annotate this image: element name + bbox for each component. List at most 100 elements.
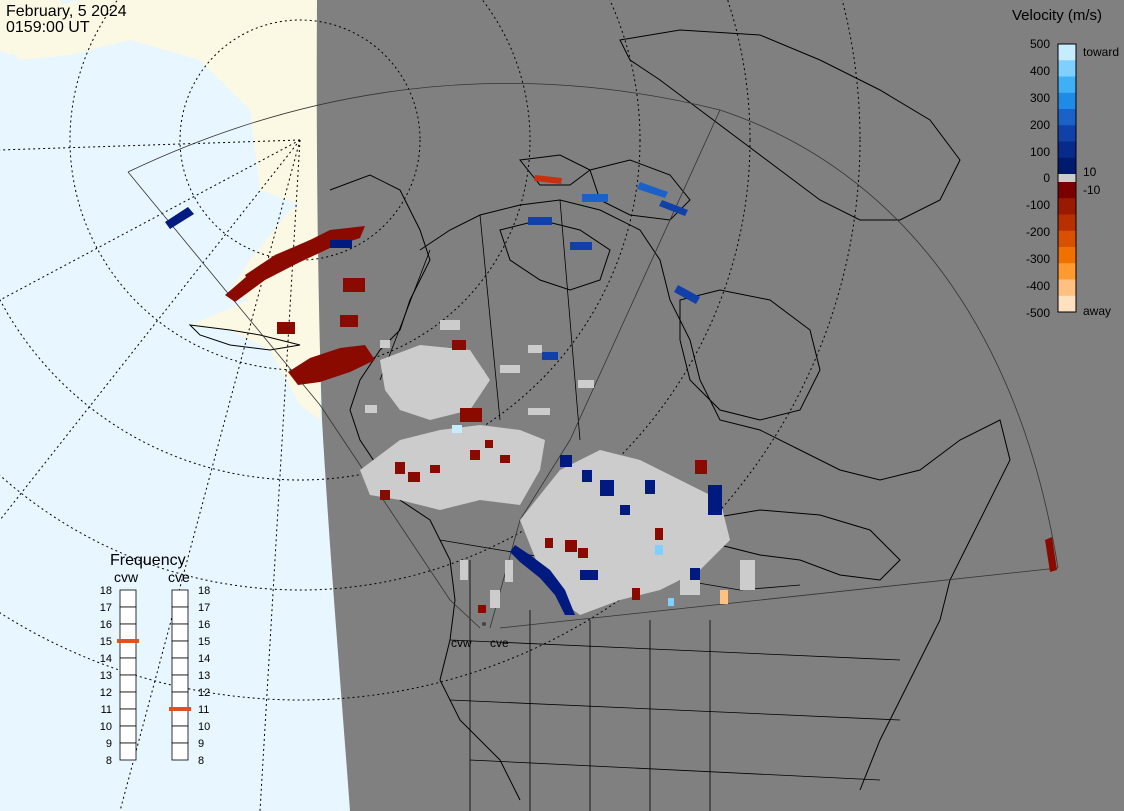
frequency-scale-label: 8 (198, 755, 204, 767)
frequency-cell (171, 589, 189, 608)
frequency-scale-label: 17 (198, 602, 210, 614)
frequency-scale-label: 12 (198, 687, 210, 699)
radar-field-of-view (127, 83, 1059, 629)
velocity-bar-toward-segment (1058, 125, 1076, 142)
velocity-tick-label: -400 (1026, 279, 1050, 293)
frequency-radar-label-cve: cve (168, 569, 190, 585)
frequency-cell (171, 640, 189, 659)
frequency-cell (171, 657, 189, 676)
velocity-bar-toward-segment (1058, 44, 1076, 61)
date-label: February, 5 2024 (6, 3, 127, 20)
velocity-tick-label: -300 (1026, 252, 1050, 266)
frequency-cell (119, 623, 137, 642)
frequency-cell (119, 589, 137, 608)
frequency-scale-label: 12 (100, 687, 112, 699)
night-region (316, 0, 1124, 811)
velocity-tick-label: 200 (1030, 118, 1050, 132)
velocity-bar-away-segment (1058, 295, 1076, 313)
velocity-tick-label: 500 (1030, 37, 1050, 51)
site-marker (482, 622, 486, 626)
frequency-cell (171, 606, 189, 625)
velocity-bar-toward-segment (1058, 92, 1076, 110)
frequency-cell (119, 691, 137, 710)
frequency-scale-label: 13 (100, 670, 112, 682)
toward-velocity-cells (165, 182, 722, 615)
velocity-bar-frame (1057, 43, 1077, 313)
ground-scatter-cells (360, 320, 755, 615)
velocity-tick-label: 10 (1083, 165, 1097, 179)
velocity-legend: Velocity (m/s) 500400300200100100-10-100… (1012, 7, 1119, 320)
velocity-tick-label: 400 (1030, 64, 1050, 78)
velocity-legend-title: Velocity (m/s) (1012, 7, 1102, 24)
coastlines (188, 29, 1011, 801)
frequency-cell (119, 725, 137, 744)
frequency-scale-label: 9 (198, 738, 204, 750)
away-strong-cells (534, 175, 562, 184)
magnetic-grid (0, 0, 861, 811)
frequency-cell (171, 674, 189, 693)
velocity-bar-toward-segment (1058, 157, 1076, 175)
frequency-scale-label: 13 (198, 670, 210, 682)
frequency-scale-label: 18 (100, 585, 112, 597)
velocity-bar-zero-segment (1058, 174, 1076, 182)
velocity-color-bar (1057, 43, 1077, 313)
time-label: 0159:00 UT (6, 19, 90, 36)
velocity-bar-toward-segment (1058, 76, 1076, 94)
frequency-scale-label: 10 (100, 721, 112, 733)
velocity-bar-away-segment (1058, 263, 1076, 280)
frequency-scale-label: 11 (198, 704, 209, 716)
velocity-tick-label: 100 (1030, 145, 1050, 159)
frequency-scale-label: 18 (198, 585, 210, 597)
velocity-tick-label: -500 (1026, 306, 1050, 320)
frequency-marker-cvw (117, 639, 139, 643)
frequency-scale-label: 17 (100, 602, 112, 614)
velocity-tick-label: -200 (1026, 225, 1050, 239)
frequency-cell (119, 640, 137, 659)
frequency-cell (119, 606, 137, 625)
frequency-cell (119, 674, 137, 693)
frequency-scale-label: 15 (198, 636, 210, 648)
frequency-scale-label: 14 (198, 653, 210, 665)
velocity-bar-away-segment (1058, 198, 1076, 215)
frequency-cell (171, 623, 189, 642)
velocity-bar-away-segment (1058, 247, 1076, 264)
land-day-chukotka (0, 0, 70, 55)
velocity-tick-labels: 500400300200100100-10-100-200-300-400-50… (1026, 37, 1101, 320)
frequency-cell (119, 657, 137, 676)
frequency-scale-label: 16 (198, 619, 210, 631)
velocity-bar-away-segment (1058, 279, 1076, 297)
velocity-bar-toward-segment (1058, 141, 1076, 159)
frequency-scale-label: 16 (100, 619, 112, 631)
velocity-tick-label: 300 (1030, 91, 1050, 105)
velocity-tick-label: -100 (1026, 198, 1050, 212)
velocity-bar-toward-segment (1058, 60, 1076, 77)
frequency-scale-label: 14 (100, 653, 112, 665)
frequency-cell (119, 742, 137, 761)
frequency-cell (119, 708, 137, 727)
frequency-columns: 18 17 16 15 14 13 12 11 10 9 8 18 17 16 15 14 13 12 11 10 9 8 (100, 585, 211, 767)
frequency-title: Frequency (110, 552, 186, 569)
site-label-cve: cve (490, 636, 509, 650)
frequency-marker-cve (169, 707, 191, 711)
frequency-cell (171, 708, 189, 727)
velocity-tick-label: -10 (1083, 183, 1101, 197)
velocity-bar-toward-segment (1058, 109, 1076, 126)
frequency-scale-label: 8 (106, 755, 112, 767)
frequency-scale-label: 11 (101, 704, 112, 716)
velocity-bar-away-segment (1058, 230, 1076, 248)
velocity-bar-away-segment (1058, 214, 1076, 232)
site-label-cvw: cvw (451, 636, 472, 650)
velocity-tick-label: 0 (1043, 171, 1050, 185)
away-weak-cell (720, 590, 728, 604)
frequency-scale-label: 10 (198, 721, 210, 733)
frequency-cell (171, 725, 189, 744)
frequency-cell (171, 691, 189, 710)
frequency-panel: Frequency cvw cve 1817161514131211109818… (100, 552, 211, 767)
away-label: away (1083, 304, 1111, 318)
toward-label: toward (1083, 45, 1119, 59)
frequency-scale-label: 15 (100, 636, 112, 648)
velocity-bar-away-segment (1058, 182, 1076, 199)
land-day-alaska (0, 0, 320, 420)
